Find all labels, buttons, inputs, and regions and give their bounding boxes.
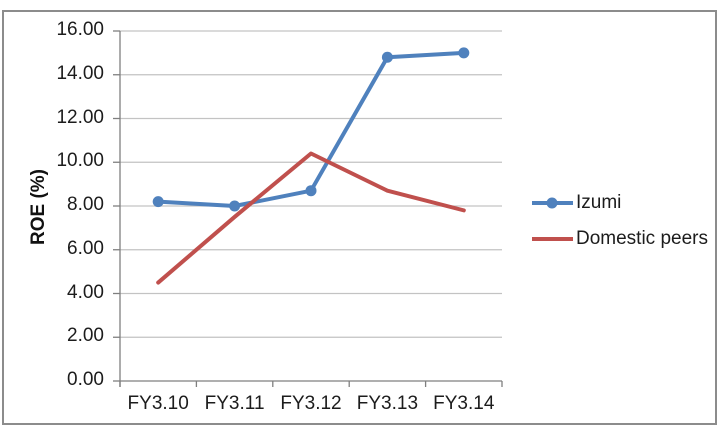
y-axis-title: ROE (%) [28,169,49,245]
x-tick-label: FY3.14 [433,393,495,414]
legend-item: Domestic peers [531,226,708,251]
y-tick-label: 10.00 [56,150,104,172]
x-tick-label: FY3.13 [356,393,419,414]
legend: Izumi Domestic peers [531,190,708,251]
y-tick-label: 16.00 [56,19,104,40]
y-tick-label: 0.00 [67,369,104,390]
x-tick-label: FY3.11 [204,393,265,414]
y-tick-label: 6.00 [67,237,104,259]
y-tick-label: 4.00 [67,281,104,303]
data-point-marker [152,196,164,208]
data-point-marker [229,200,241,212]
data-point-marker [381,51,393,63]
y-tick-label: 12.00 [56,106,104,128]
data-point-marker [458,47,470,59]
legend-item: Izumi [531,190,708,215]
legend-swatch-line [532,236,573,241]
y-tick-label: 14.00 [56,62,104,84]
x-tick-label: FY3.12 [280,393,342,414]
y-tick-label: 8.00 [67,194,104,215]
legend-swatch-line [532,197,573,208]
series-line-domestic-peers [156,151,466,285]
x-tick-label: FY3.10 [127,393,189,414]
series-line-izumi [156,50,466,208]
legend-marker-icon [546,197,558,208]
data-point-marker [305,185,317,197]
y-tick-label: 2.00 [67,325,104,347]
legend-label: Izumi [576,191,622,213]
legend-label: Domestic peers [576,227,708,249]
chart-border [2,10,717,425]
